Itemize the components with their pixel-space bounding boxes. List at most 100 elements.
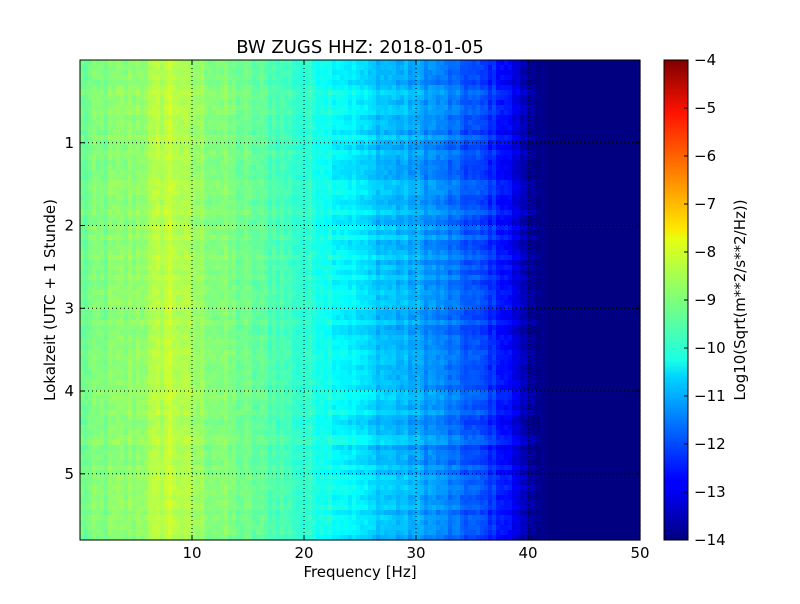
heatmap-cell [576, 120, 581, 126]
heatmap-cell [484, 200, 489, 206]
heatmap-cell [300, 155, 305, 161]
heatmap-cell [632, 190, 637, 196]
heatmap-cell [100, 175, 105, 181]
heatmap-cell [500, 115, 505, 121]
heatmap-cell [144, 110, 149, 116]
heatmap-cell [432, 65, 437, 71]
heatmap-cell [116, 140, 121, 146]
heatmap-cell [400, 230, 405, 236]
heatmap-cell [320, 145, 325, 151]
heatmap-cell [184, 195, 189, 201]
heatmap-cell [228, 230, 233, 236]
heatmap-cell [244, 130, 249, 136]
heatmap-cell [536, 200, 541, 206]
heatmap-cell [200, 95, 205, 101]
heatmap-cell [196, 140, 201, 146]
heatmap-cell [324, 225, 329, 231]
heatmap-cell [444, 70, 449, 76]
heatmap-cell [628, 190, 633, 196]
heatmap-cell [252, 160, 257, 166]
heatmap-cell [388, 170, 393, 176]
heatmap-cell [316, 170, 321, 176]
heatmap-cell [524, 145, 529, 151]
heatmap-cell [564, 75, 569, 81]
heatmap-cell [240, 135, 245, 141]
heatmap-cell [572, 165, 577, 171]
heatmap-cell [552, 220, 557, 226]
heatmap-cell [304, 225, 309, 231]
heatmap-cell [228, 190, 233, 196]
heatmap-cell [528, 220, 533, 226]
heatmap-cell [96, 195, 101, 201]
heatmap-cell [512, 210, 517, 216]
heatmap-cell [200, 230, 205, 236]
heatmap-cell [460, 115, 465, 121]
heatmap-cell [548, 140, 553, 146]
heatmap-cell [132, 175, 137, 181]
heatmap-cell [176, 150, 181, 156]
heatmap-cell [636, 70, 641, 76]
heatmap-cell [532, 80, 537, 86]
heatmap-cell [416, 180, 421, 186]
heatmap-cell [500, 120, 505, 126]
heatmap-cell [208, 135, 213, 141]
heatmap-cell [364, 165, 369, 171]
heatmap-cell [344, 220, 349, 226]
heatmap-cell [604, 60, 609, 66]
heatmap-cell [296, 215, 301, 221]
heatmap-cell [556, 75, 561, 81]
heatmap-cell [236, 60, 241, 66]
heatmap-cell [96, 155, 101, 161]
heatmap-cell [356, 180, 361, 186]
heatmap-cell [452, 85, 457, 91]
heatmap-cell [268, 210, 273, 216]
heatmap-cell [156, 185, 161, 191]
heatmap-cell [296, 220, 301, 226]
heatmap-cell [96, 95, 101, 101]
heatmap-cell [256, 85, 261, 91]
heatmap-cell [412, 220, 417, 226]
heatmap-cell [496, 150, 501, 156]
heatmap-cell [96, 165, 101, 171]
heatmap-cell [240, 110, 245, 116]
heatmap-cell [512, 135, 517, 141]
heatmap-cell [308, 120, 313, 126]
heatmap-cell [432, 215, 437, 221]
heatmap-cell [488, 65, 493, 71]
heatmap-cell [116, 110, 121, 116]
heatmap-cell [412, 205, 417, 211]
heatmap-cell [436, 215, 441, 221]
heatmap-cell [312, 225, 317, 231]
heatmap-cell [200, 180, 205, 186]
heatmap-cell [516, 200, 521, 206]
heatmap-cell [452, 75, 457, 81]
heatmap-cell [176, 60, 181, 66]
heatmap-cell [140, 225, 145, 231]
heatmap-cell [524, 100, 529, 106]
heatmap-cell [528, 125, 533, 131]
heatmap-cell [220, 85, 225, 91]
heatmap-cell [548, 155, 553, 161]
heatmap-cell [556, 220, 561, 226]
heatmap-cell [436, 70, 441, 76]
heatmap-cell [356, 225, 361, 231]
heatmap-cell [464, 70, 469, 76]
heatmap-cell [160, 115, 165, 121]
heatmap-cell [212, 225, 217, 231]
heatmap-cell [196, 180, 201, 186]
heatmap-cell [536, 145, 541, 151]
heatmap-cell [472, 205, 477, 211]
heatmap-cell [628, 210, 633, 216]
heatmap-cell [600, 125, 605, 131]
heatmap-cell [268, 75, 273, 81]
heatmap-cell [536, 75, 541, 81]
heatmap-cell [476, 110, 481, 116]
heatmap-cell [528, 70, 533, 76]
heatmap-cell [176, 75, 181, 81]
heatmap-cell [196, 70, 201, 76]
heatmap-cell [244, 110, 249, 116]
heatmap-cell [584, 175, 589, 181]
heatmap-cell [340, 230, 345, 236]
heatmap-cell [228, 225, 233, 231]
heatmap-cell [440, 150, 445, 156]
